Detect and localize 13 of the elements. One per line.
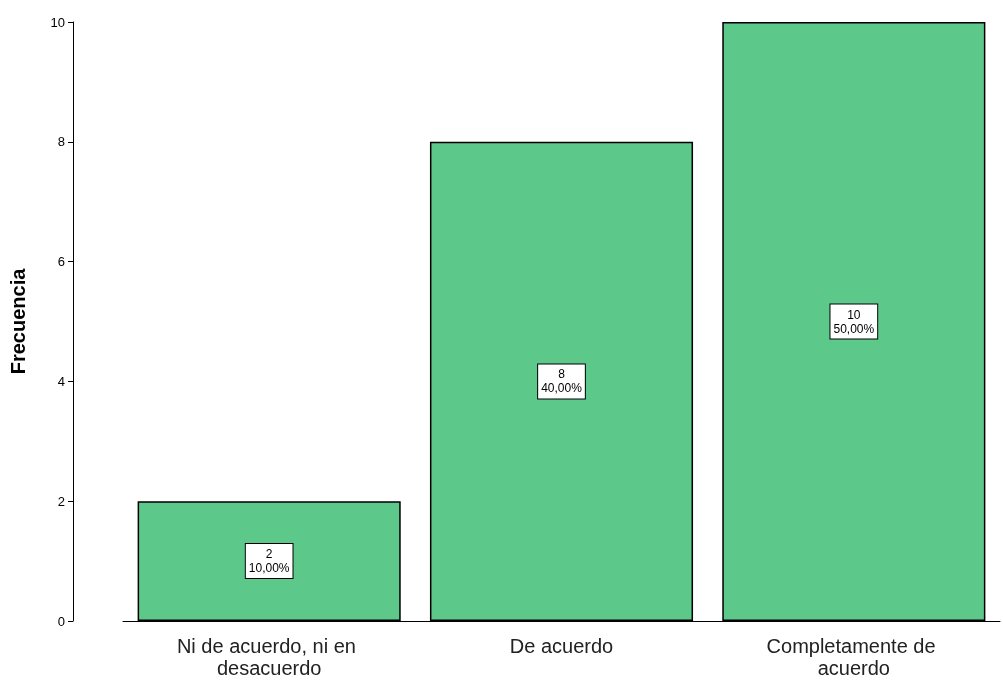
data-label: 2 10,00% [248,547,290,576]
y-tick-label: 2 [57,493,65,509]
x-tick-label: Ni de acuerdo, ni en desacuerdo [176,635,362,679]
x-tick-label: Completamente de acuerdo [766,635,942,679]
data-label: 10 50,00% [833,307,875,336]
x-tick-label: De acuerdo [509,635,614,657]
y-tick-label: 4 [57,373,65,389]
y-tick-label: 10 [50,14,65,30]
y-tick-label: 0 [57,613,65,629]
y-tick-label: 8 [57,134,65,150]
data-label: 8 40,00% [541,367,583,396]
y-tick-label: 6 [57,254,65,270]
y-axis-title: Frecuencia [7,267,29,375]
